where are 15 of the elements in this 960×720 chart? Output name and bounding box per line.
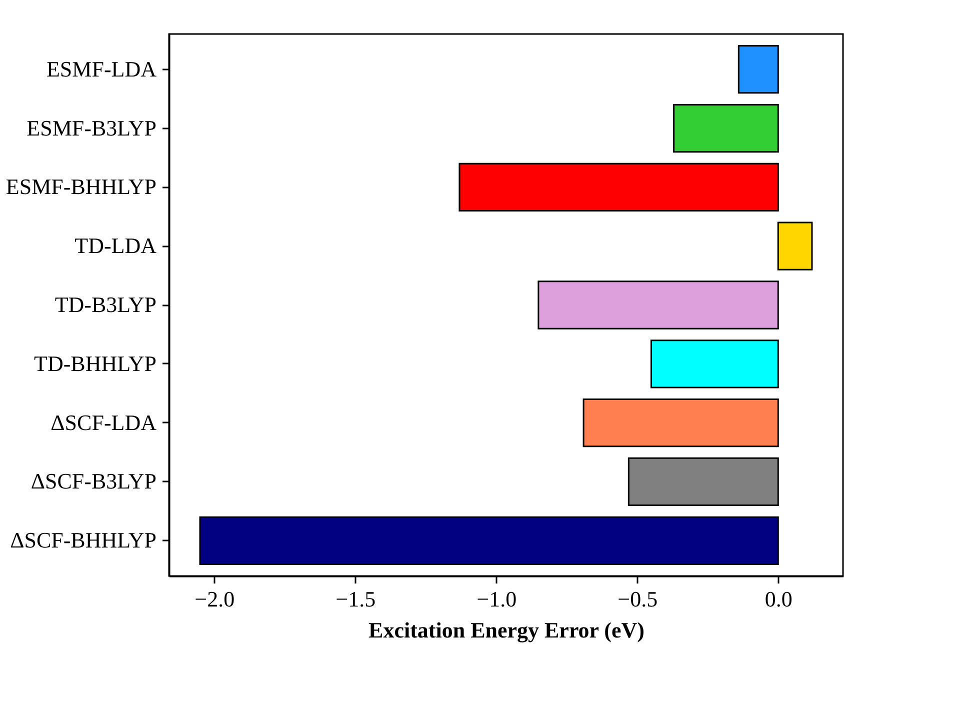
y-tick-label: ΔSCF-BHHLYP <box>10 528 156 553</box>
y-tick-label: ΔSCF-B3LYP <box>30 468 156 494</box>
y-tick-label: ESMF-B3LYP <box>26 115 156 140</box>
x-tick-label: −2.0 <box>194 586 235 612</box>
y-tick-label: TD-BHHLYP <box>34 350 156 376</box>
x-axis-title: Excitation Energy Error (eV) <box>368 618 644 642</box>
y-tick-label: TD-LDA <box>74 233 157 258</box>
y-tick-label: ΔSCF-LDA <box>50 410 157 435</box>
y-tick-label: ESMF-LDA <box>46 56 157 82</box>
x-tick-label: −1.0 <box>476 586 517 612</box>
y-tick-label: ESMF-BHHLYP <box>6 174 156 200</box>
x-tick-label: −1.5 <box>336 586 376 612</box>
x-tick-label: −0.5 <box>618 586 658 612</box>
x-tick-label: 0.0 <box>764 586 792 612</box>
y-tick-label: TD-B3LYP <box>54 292 156 317</box>
